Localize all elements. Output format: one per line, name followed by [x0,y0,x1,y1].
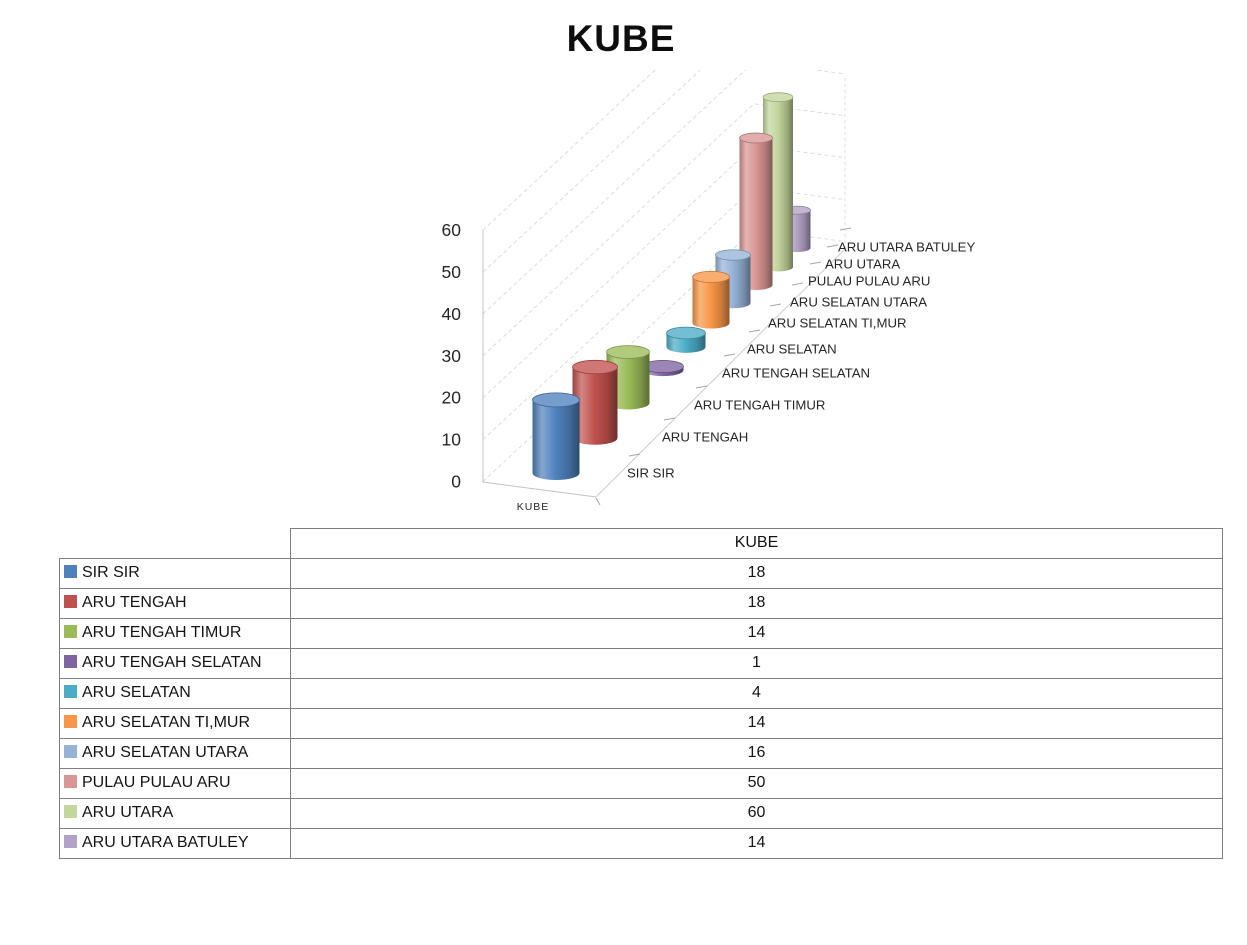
table-row: PULAU PULAU ARU 50 [59,767,1223,799]
category-label: PULAU PULAU ARU [808,274,930,289]
table-header-kube: KUBE [290,528,1223,559]
y-axis-tick-label: 0 [451,472,461,492]
value-axis-line [482,230,597,498]
category-label: ARU UTARA [825,257,900,272]
category-cell: PULAU PULAU ARU [59,767,291,799]
category-label: ARU SELATAN UTARA [790,295,927,310]
cylinder-bar-1 [532,399,580,481]
cylinder-top-8 [739,132,773,144]
category-cell-label: ARU SELATAN UTARA [82,744,249,761]
value-cell: 14 [290,707,1223,739]
category-cell: SIR SIR [59,557,291,589]
category-axis-tick [839,227,852,231]
cylinder-top-5 [666,326,706,340]
cylinder-bar-6 [692,276,730,329]
category-label: ARU TENGAH TIMUR [694,398,825,413]
legend-swatch [64,565,77,578]
value-cell: 4 [290,677,1223,709]
chart-title: KUBE [566,18,676,59]
table-row: ARU SELATAN TI,MUR 14 [59,707,1223,739]
category-axis-tick [791,282,804,286]
category-cell: ARU SELATAN [59,677,291,709]
table-row: ARU TENGAH 18 [59,587,1223,619]
category-cell: ARU UTARA BATULEY [59,827,291,859]
table-row: ARU SELATAN 4 [59,677,1223,709]
category-label: ARU SELATAN TI,MUR [768,316,907,331]
cylinder-top-9 [762,92,794,103]
y-axis-tick-label: 30 [442,346,462,366]
cylinder-bar-2 [572,367,618,445]
y-axis-tick-label: 40 [442,304,462,324]
category-cell: ARU SELATAN TI,MUR [59,707,291,739]
category-cell-label: ARU SELATAN TI,MUR [82,714,251,731]
legend-swatch [64,625,77,638]
y-axis-tick-label: 10 [442,430,462,450]
category-cell: ARU TENGAH SELATAN [59,647,291,679]
table-row: ARU UTARA BATULEY 14 [59,827,1223,859]
category-cell-label: SIR SIR [82,564,140,581]
value-cell: 18 [290,587,1223,619]
category-cell: ARU TENGAH TIMUR [59,617,291,649]
axis-tick [595,497,601,506]
category-cell-label: ARU TENGAH TIMUR [82,624,242,641]
cylinder-top-7 [715,249,751,261]
table-row: ARU TENGAH TIMUR 14 [59,617,1223,649]
value-cell: 60 [290,797,1223,829]
category-cell-label: ARU TENGAH SELATAN [82,654,262,671]
category-label: ARU TENGAH [662,430,748,445]
value-cell: 16 [290,737,1223,769]
category-axis-tick [628,453,641,457]
category-axis-tick [663,417,676,421]
value-cell: 14 [290,827,1223,859]
kube-3d-cylinder-chart: 0 10 20 30 40 50 60 SIR SIR ARU TENGAH ARU TENGAH… [442,70,975,513]
category-label: ARU TENGAH SELATAN [722,366,870,381]
category-axis-tick [695,385,708,389]
y-axis-tick-label: 50 [442,262,462,282]
category-axis-tick [826,244,839,248]
category-cell-label: PULAU PULAU ARU [82,774,231,791]
legend-swatch [64,805,77,818]
series-axis-label: KUBE [517,501,550,513]
category-cell: ARU SELATAN UTARA [59,737,291,769]
cylinder-top-1 [532,392,580,408]
table-row: ARU TENGAH SELATAN 1 [59,647,1223,679]
category-cell: ARU UTARA [59,797,291,829]
category-cell: ARU TENGAH [59,587,291,619]
legend-swatch [64,715,77,728]
value-cell: 50 [290,767,1223,799]
category-cell-label: ARU UTARA BATULEY [82,834,249,851]
y-axis-tick-label: 60 [442,220,462,240]
y-axis-tick-label: 20 [442,388,462,408]
category-cell-label: ARU TENGAH [82,594,187,611]
table-row: ARU UTARA 60 [59,797,1223,829]
category-label: ARU SELATAN [747,342,837,357]
table-row: ARU SELATAN UTARA 16 [59,737,1223,769]
table-row: SIR SIR 18 [59,557,1223,589]
legend-swatch [64,745,77,758]
cylinder-top-3 [606,345,650,359]
value-cell: 1 [290,647,1223,679]
table-header-row: KUBE [60,528,1223,559]
category-label: ARU UTARA BATULEY [838,240,975,255]
category-label: SIR SIR [627,466,675,481]
legend-swatch [64,775,77,788]
category-axis-line [595,248,846,498]
category-cell-label: ARU UTARA [82,804,174,821]
legend-swatch [64,685,77,698]
value-cell: 18 [290,557,1223,589]
category-axis-tick [769,303,782,307]
category-axis-tick [809,261,822,265]
value-cell: 14 [290,617,1223,649]
table-corner-cell [60,529,291,559]
legend-swatch [64,835,77,848]
cylinder-top-6 [692,270,730,283]
legend-swatch [64,655,77,668]
category-axis-tick [723,353,736,357]
legend-swatch [64,595,77,608]
cylinder-top-2 [572,359,618,375]
category-cell-label: ARU SELATAN [82,684,191,701]
category-axis-tick [748,329,761,333]
legend-data-table: KUBE SIR SIR 18 ARU TENGAH 18 ARU TENGAH TIM… [59,528,1223,859]
